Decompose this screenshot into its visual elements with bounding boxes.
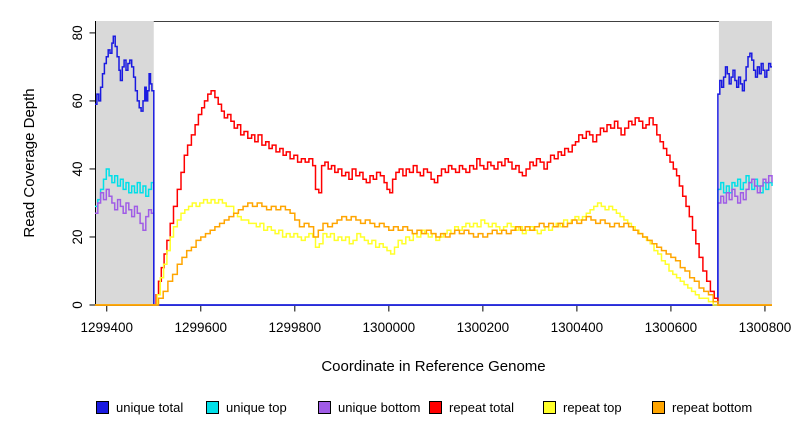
series-repeat-bottom [95,202,772,306]
legend-label-repeat-bottom: repeat bottom [672,400,753,415]
x-axis-title: Coordinate in Reference Genome [321,358,545,375]
legend-swatch-unique-bottom [318,401,331,414]
legend-item-unique-total: unique total [96,400,183,415]
svg-text:1300200: 1300200 [457,320,510,335]
legend-item-unique-top: unique top [206,400,287,415]
legend-swatch-repeat-bottom [652,401,665,414]
legend-swatch-unique-total [96,401,109,414]
legend-label-repeat-total: repeat total [449,400,515,415]
svg-text:1300800: 1300800 [739,320,792,335]
y-axis-title: Read Coverage Depth [21,88,38,237]
legend-swatch-repeat-total [429,401,442,414]
series-unique-total [95,35,772,306]
unique-only-right [718,21,772,306]
legend-label-unique-total: unique total [116,400,184,415]
svg-text:1299600: 1299600 [175,320,228,335]
svg-text:1300400: 1300400 [551,320,604,335]
legend-item-repeat-total: repeat total [429,400,514,415]
legend-item-repeat-bottom: repeat bottom [652,400,752,415]
legend-swatch-repeat-top [543,401,556,414]
svg-text:40: 40 [70,161,85,176]
svg-text:60: 60 [70,93,85,108]
svg-text:0: 0 [70,301,85,309]
legend-label-repeat-top: repeat top [563,400,622,415]
legend-item-unique-bottom: unique bottom [318,400,420,415]
svg-text:1300000: 1300000 [363,320,416,335]
svg-text:80: 80 [70,25,85,40]
svg-text:20: 20 [70,229,85,244]
svg-text:1299800: 1299800 [269,320,322,335]
legend-label-unique-top: unique top [226,400,287,415]
legend-label-unique-bottom: unique bottom [338,400,421,415]
unique-only-left [96,21,154,306]
legend-item-repeat-top: repeat top [543,400,622,415]
legend-swatch-unique-top [206,401,219,414]
svg-text:1300600: 1300600 [645,320,698,335]
series-repeat-total [95,89,772,306]
svg-text:1299400: 1299400 [80,320,133,335]
series-repeat-top [95,198,772,306]
series-unique-top [95,168,773,306]
plot-legend: unique total unique top unique bottom re… [0,400,792,418]
